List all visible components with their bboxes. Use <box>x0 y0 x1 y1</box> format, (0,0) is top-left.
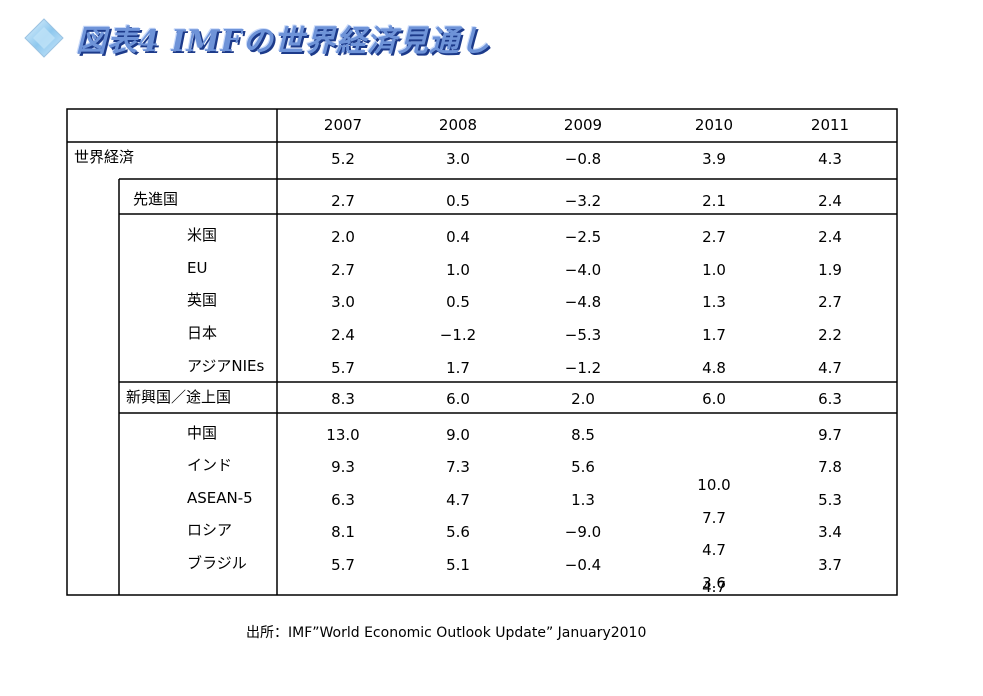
emerging-country-row-value: 8.5 <box>571 426 595 444</box>
emerging-country-row-value: −0.4 <box>564 556 602 574</box>
emerging-country-row-value: 5.6 <box>446 523 470 541</box>
emerging-row-label: 新興国／途上国 <box>126 388 232 406</box>
emerging-extra-value: 4.7 <box>702 578 726 596</box>
year-header: 2009 <box>563 116 603 134</box>
emerging-country-row-label: ASEAN-5 <box>187 489 253 507</box>
year-header: 2011 <box>810 116 850 134</box>
advanced-country-row-value: 4.8 <box>702 359 726 377</box>
advanced-country-row-value: 1.9 <box>818 261 842 279</box>
advanced-country-row-value: 0.5 <box>446 293 470 311</box>
advanced-country-row-value: 2.2 <box>818 326 842 344</box>
emerging-country-row-value: 3.7 <box>818 556 842 574</box>
emerging-country-row-value: 5.1 <box>446 556 470 574</box>
advanced-country-row-label: EU <box>187 259 208 277</box>
emerging-country-row-value: 4.7 <box>446 491 470 509</box>
emerging-country-row-value: 9.3 <box>331 458 355 476</box>
world-row-label: 世界経済 <box>74 148 135 166</box>
advanced-country-row-value: 1.0 <box>446 261 470 279</box>
emerging-country-row-value: 8.1 <box>331 523 355 541</box>
advanced-country-row-value: 0.4 <box>446 228 470 246</box>
emerging-country-row-value: 6.3 <box>331 491 355 509</box>
emerging-country-row-label: ブラジル <box>187 554 247 572</box>
advanced-country-row-value: −1.2 <box>439 326 477 344</box>
emerging-row-value: 6.3 <box>818 390 842 408</box>
emerging-country-row-value: 7.8 <box>818 458 842 476</box>
advanced-country-row-value: 2.7 <box>702 228 726 246</box>
emerging-row-value: 8.3 <box>331 390 355 408</box>
advanced-country-row-value: −1.2 <box>564 359 602 377</box>
advanced-country-row-value: 2.7 <box>331 261 355 279</box>
year-header: 2010 <box>694 116 734 134</box>
emerging-country-row-value: 9.0 <box>446 426 470 444</box>
emerging-country-row-value: 7.3 <box>446 458 470 476</box>
emerging-country-row-value: 3.4 <box>818 523 842 541</box>
advanced-country-row-value: −4.0 <box>564 261 602 279</box>
advanced-row-value: −3.2 <box>564 192 602 210</box>
source-note: 出所：IMF”World Economic Outlook Update” Ja… <box>246 625 647 641</box>
page-title: 図表4 IMFの世界経済見通し <box>76 24 491 59</box>
advanced-country-row-label: 米国 <box>187 226 218 244</box>
emerging-row-value: 2.0 <box>571 390 595 408</box>
emerging-row-value: 6.0 <box>446 390 470 408</box>
year-header: 2007 <box>323 116 363 134</box>
emerging-country-row-value: 10.0 <box>697 476 731 494</box>
advanced-country-row-value: 1.0 <box>702 261 726 279</box>
advanced-country-row-value: 2.4 <box>331 326 355 344</box>
emerging-country-row-value: 4.7 <box>702 541 726 559</box>
advanced-row-value: 2.7 <box>331 192 355 210</box>
advanced-country-row-label: 英国 <box>187 291 218 309</box>
title-bar: 図表4 IMFの世界経済見通し <box>22 14 491 62</box>
advanced-country-row-value: 1.7 <box>446 359 470 377</box>
world-row-value: 3.0 <box>446 150 470 168</box>
advanced-country-row-value: 5.7 <box>331 359 355 377</box>
emerging-country-row-label: ロシア <box>187 521 233 539</box>
world-row-value: 4.3 <box>818 150 842 168</box>
advanced-country-row-value: 1.3 <box>702 293 726 311</box>
advanced-country-row-value: 2.4 <box>818 228 842 246</box>
forecast-table: 2007 2008 2009 2010 2011 世界経済 5.2 3.0 −0.8 3.9 4.3… <box>66 108 898 596</box>
advanced-country-row-value: 2.7 <box>818 293 842 311</box>
diamond-icon <box>24 18 64 58</box>
advanced-country-row-value: −4.8 <box>564 293 602 311</box>
world-row-value: −0.8 <box>564 150 602 168</box>
advanced-country-row-value: 2.0 <box>331 228 355 246</box>
advanced-country-row-value: 4.7 <box>818 359 842 377</box>
emerging-country-row-value: 5.3 <box>818 491 842 509</box>
table-grid <box>66 108 898 596</box>
advanced-row-value: 2.4 <box>818 192 842 210</box>
emerging-country-row-value: 13.0 <box>326 426 360 444</box>
emerging-country-row-value: 7.7 <box>702 509 726 527</box>
emerging-country-row-label: 中国 <box>187 424 218 442</box>
world-row-value: 5.2 <box>331 150 355 168</box>
advanced-country-row-value: −2.5 <box>564 228 602 246</box>
advanced-row-value: 2.1 <box>702 192 726 210</box>
advanced-row-label: 先進国 <box>133 190 179 208</box>
emerging-country-row-value: 3.6 <box>702 574 726 592</box>
emerging-country-row-value: 5.7 <box>331 556 355 574</box>
emerging-row-value: 6.0 <box>702 390 726 408</box>
emerging-country-row-value: 9.7 <box>818 426 842 444</box>
advanced-country-row-label: アジアNIEs <box>187 357 265 375</box>
advanced-country-row-value: 1.7 <box>702 326 726 344</box>
world-row-value: 3.9 <box>702 150 726 168</box>
emerging-country-row-value: −9.0 <box>564 523 602 541</box>
advanced-country-row-label: 日本 <box>187 324 218 342</box>
advanced-country-row-value: 3.0 <box>331 293 355 311</box>
emerging-country-row-value: 5.6 <box>571 458 595 476</box>
emerging-country-row-label: インド <box>187 456 233 474</box>
advanced-country-row-value: −5.3 <box>564 326 602 344</box>
emerging-country-row-value: 1.3 <box>571 491 595 509</box>
year-header: 2008 <box>438 116 478 134</box>
advanced-row-value: 0.5 <box>446 192 470 210</box>
